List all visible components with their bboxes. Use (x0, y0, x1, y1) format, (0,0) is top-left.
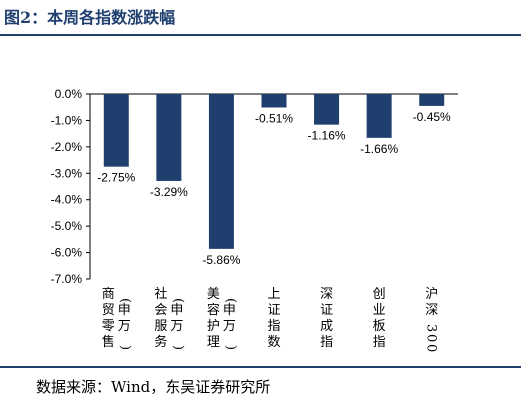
category-label: 社会服务 (154, 286, 167, 350)
y-tick-label: -6.0% (51, 246, 83, 260)
y-tick-label: -4.0% (51, 193, 83, 207)
category-label: 沪深 3 0 0 (424, 286, 439, 352)
bar (208, 94, 234, 249)
bar (366, 94, 392, 138)
category-label: 深证成指 (320, 287, 333, 350)
category-label: 美容护理 (207, 287, 220, 350)
data-label: -1.66% (360, 142, 398, 156)
data-labels-group: -2.75% -3.29% -5.86% -0.51% -1.16% -1.66% -0.4… (97, 110, 451, 267)
bottom-rule (0, 366, 521, 368)
bar (261, 94, 287, 108)
category-label: 创业板指 (373, 287, 386, 350)
axes-group: 0.0% -1.0% -2.0% -3.0% -4.0% -5.0% -6.0% -7.0% (51, 87, 458, 286)
category-label: (申万) (118, 298, 133, 350)
top-rule (0, 34, 521, 36)
source-note: 数据来源：Wind，东吴证券研究所 (36, 378, 271, 396)
category-label: (申万) (223, 298, 238, 350)
bar (419, 94, 445, 106)
bar (314, 94, 340, 125)
data-label: -0.45% (413, 110, 451, 124)
category-label: 上证指数 (267, 287, 280, 350)
y-tick-label: -7.0% (51, 272, 83, 286)
data-label: -0.51% (255, 111, 293, 125)
bar (103, 94, 129, 167)
data-label: -2.75% (97, 171, 135, 185)
data-label: -3.29% (150, 185, 188, 199)
data-label: -1.16% (308, 129, 346, 143)
bars-group (103, 94, 445, 249)
category-label: (申万) (170, 298, 185, 350)
data-label: -5.86% (202, 253, 240, 267)
bar-chart: 0.0%-1.0%-2.0%-3.0%-4.0%-5.0%-6.0%-7.0% … (51, 87, 458, 352)
category-label: 商贸零售 (102, 287, 115, 350)
y-tick-label: 0.0% (55, 87, 83, 101)
y-tick-label: -1.0% (51, 113, 83, 127)
figure-title: 图2：本周各指数涨跌幅 (4, 8, 176, 27)
y-tick-label: -2.0% (51, 140, 83, 154)
y-tick-label: -5.0% (51, 219, 83, 233)
bar (156, 94, 182, 181)
y-tick-label: -3.0% (51, 166, 83, 180)
